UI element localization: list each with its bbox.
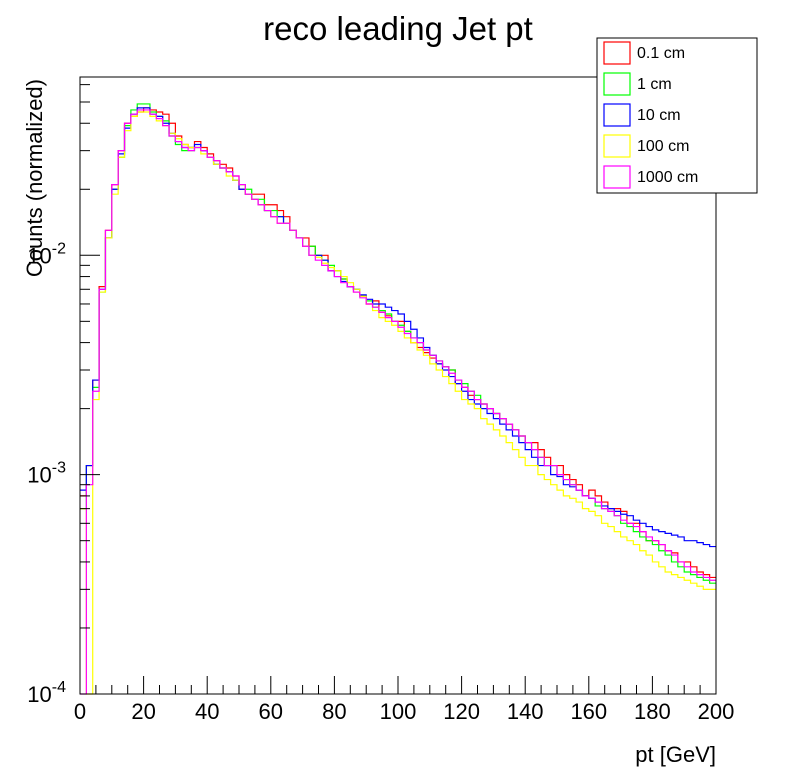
y-tick-label: 10-2 xyxy=(27,240,66,268)
x-tick-label: 0 xyxy=(74,699,86,724)
x-tick-label: 20 xyxy=(131,699,155,724)
legend-swatch xyxy=(603,72,631,96)
y-tick-label: 10-4 xyxy=(27,679,66,707)
legend-swatch xyxy=(603,134,631,158)
legend-label: 1 cm xyxy=(637,76,672,93)
y-tick-label: 10-3 xyxy=(27,460,66,488)
legend: 0.1 cm 1 cm 10 cm 100 cm 1000 cm xyxy=(596,37,758,194)
legend-swatch xyxy=(603,41,631,65)
x-tick-label: 40 xyxy=(195,699,219,724)
y-axis-label: Counts (normalized) xyxy=(22,79,47,277)
x-tick-label: 100 xyxy=(380,699,417,724)
legend-label: 0.1 cm xyxy=(637,45,685,62)
y-axis-ticks xyxy=(80,84,100,695)
x-tick-label: 160 xyxy=(570,699,607,724)
series-layer xyxy=(80,103,716,695)
x-tick-label: 140 xyxy=(507,699,544,724)
x-axis-tick-labels: 0 20 40 60 80 100 120 140 160 180 200 xyxy=(74,699,734,724)
x-tick-label: 80 xyxy=(322,699,346,724)
legend-swatch xyxy=(603,165,631,189)
series-line-100-cm xyxy=(80,111,716,695)
series-line-1000-cm xyxy=(80,109,716,695)
legend-label: 10 cm xyxy=(637,107,681,124)
legend-label: 100 cm xyxy=(637,138,689,155)
x-axis-ticks xyxy=(79,676,717,694)
legend-swatch xyxy=(603,103,631,127)
y-axis-tick-labels: 10-4 10-3 10-2 xyxy=(27,240,66,707)
x-tick-label: 200 xyxy=(698,699,735,724)
legend-label: 1000 cm xyxy=(637,169,698,186)
x-axis-label: pt [GeV] xyxy=(635,742,716,767)
chart-title: reco leading Jet pt xyxy=(263,10,533,47)
x-tick-label: 180 xyxy=(634,699,671,724)
x-tick-label: 120 xyxy=(443,699,480,724)
x-tick-label: 60 xyxy=(259,699,283,724)
